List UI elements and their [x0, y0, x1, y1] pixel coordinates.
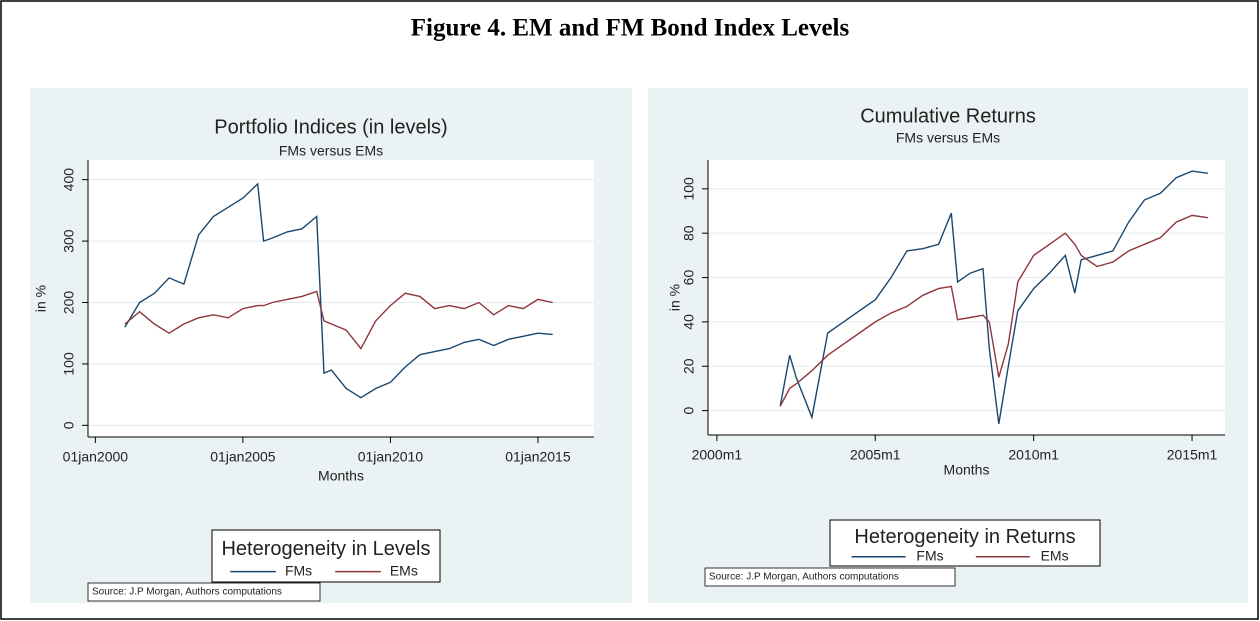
- x-tick-label: 01jan2005: [210, 449, 276, 465]
- chart-subtitle: FMs versus EMs: [896, 130, 1000, 146]
- y-tick-label: 200: [61, 291, 77, 315]
- y-tick-label: 400: [61, 168, 77, 192]
- y-tick-label: 40: [681, 314, 697, 330]
- source-note: Source: J.P Morgan, Authors computations: [709, 572, 899, 583]
- y-tick-label: 80: [681, 225, 697, 241]
- legend-label: FMs: [285, 562, 312, 578]
- plot-area: [708, 160, 1225, 435]
- source-box: [704, 567, 956, 587]
- chart-title: Portfolio Indices (in levels): [214, 116, 447, 138]
- x-tick-label: 01jan2010: [358, 449, 424, 465]
- x-axis-label: Months: [944, 462, 990, 478]
- y-tick-label: 20: [681, 358, 697, 374]
- legend-label: EMs: [390, 562, 418, 578]
- y-axis-label: in %: [33, 285, 49, 312]
- legend-label: EMs: [1041, 548, 1069, 564]
- y-tick-label: 100: [681, 177, 697, 201]
- legend-box: [829, 519, 1101, 567]
- chart-title: Cumulative Returns: [860, 105, 1036, 127]
- figure-title: Figure 4. EM and FM Bond Index Levels: [411, 15, 850, 42]
- x-tick-label: 2005m1: [850, 447, 901, 463]
- series-line: [124, 290, 553, 350]
- y-tick-label: 100: [61, 352, 77, 376]
- y-tick-label: 60: [681, 270, 697, 286]
- legend-box: [211, 529, 441, 583]
- y-axis-label: in %: [667, 284, 683, 311]
- plot-area: [88, 160, 594, 437]
- x-tick-label: 2000m1: [692, 447, 743, 463]
- source-box: [87, 582, 321, 602]
- legend-title: Heterogeneity in Returns: [854, 526, 1075, 548]
- legend-title: Heterogeneity in Levels: [221, 538, 430, 560]
- x-axis-label: Months: [318, 468, 364, 484]
- y-tick-label: 0: [681, 407, 697, 415]
- series-line: [779, 214, 1209, 407]
- series-line: [124, 182, 553, 399]
- series-line: [779, 170, 1208, 425]
- y-tick-label: 300: [61, 229, 77, 253]
- x-tick-label: 01jan2000: [63, 449, 129, 465]
- source-note: Source: J.P Morgan, Authors computations: [92, 587, 282, 598]
- x-tick-label: 2010m1: [1008, 447, 1059, 463]
- chart-subtitle: FMs versus EMs: [279, 143, 383, 159]
- y-tick-label: 0: [61, 421, 77, 429]
- x-tick-label: 2015m1: [1167, 447, 1218, 463]
- legend-label: FMs: [916, 548, 943, 564]
- x-tick-label: 01jan2015: [505, 449, 571, 465]
